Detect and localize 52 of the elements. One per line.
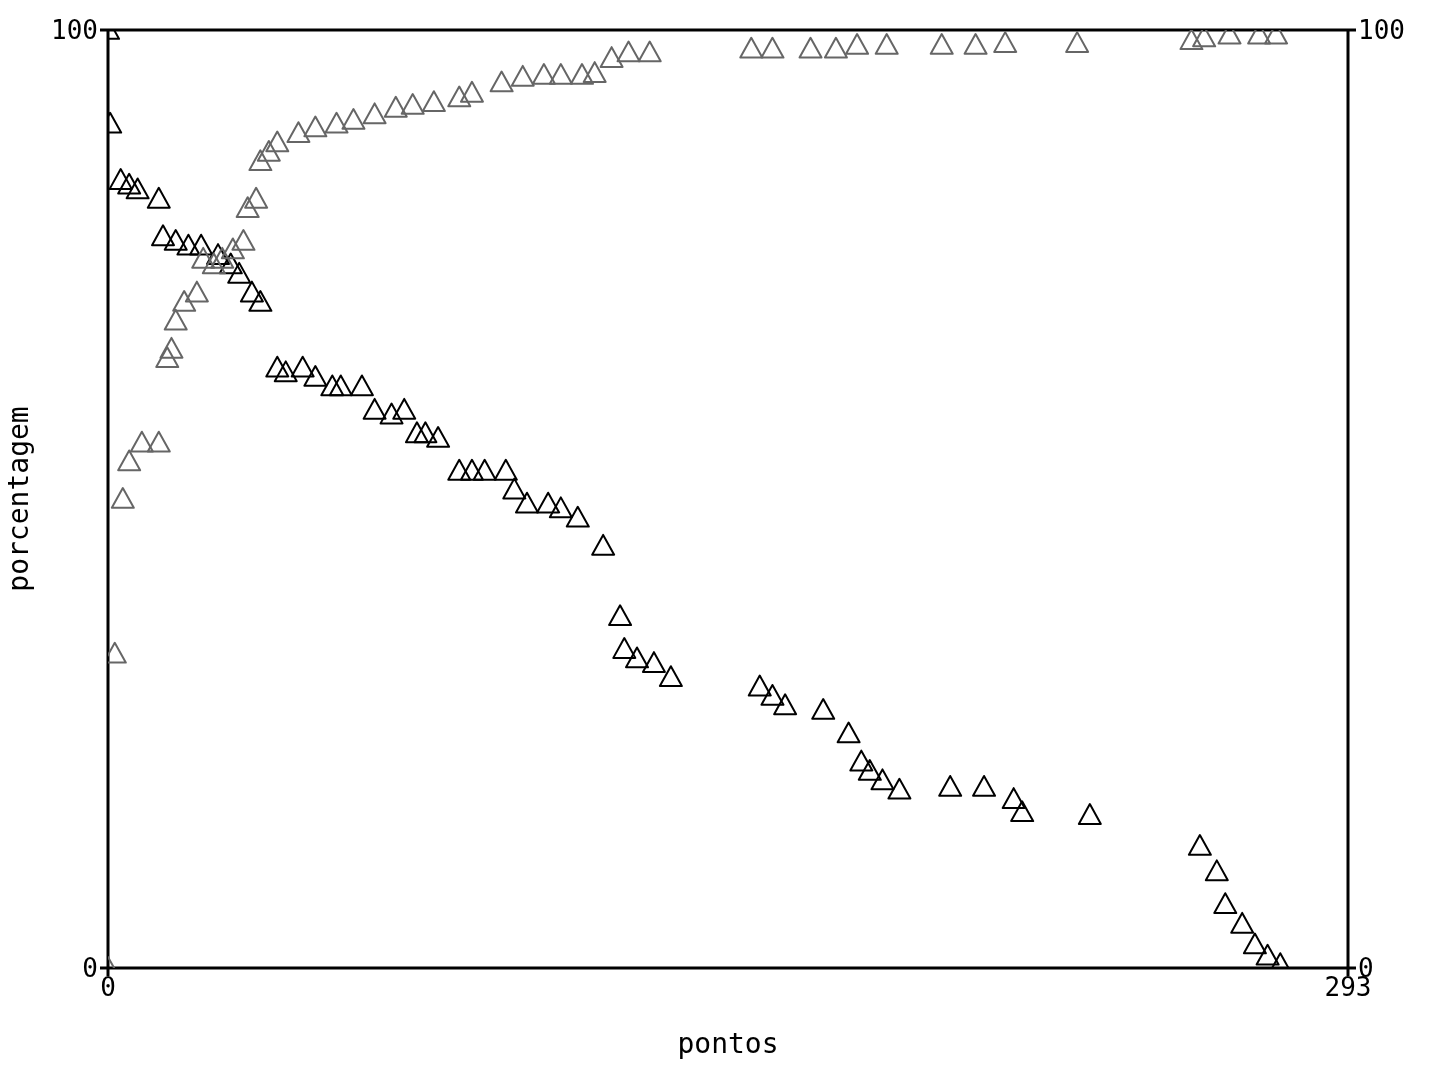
point — [341, 108, 366, 130]
point — [929, 33, 954, 55]
point — [548, 63, 573, 85]
point — [324, 111, 349, 134]
point — [510, 64, 535, 87]
point — [798, 36, 823, 59]
point — [845, 33, 870, 55]
point — [146, 430, 171, 453]
point — [760, 36, 785, 59]
point — [163, 308, 188, 331]
point — [248, 149, 273, 172]
point — [459, 80, 484, 103]
point — [220, 237, 245, 260]
point — [447, 85, 472, 108]
point — [256, 139, 281, 162]
point — [155, 346, 180, 369]
point — [184, 280, 209, 303]
point — [231, 229, 256, 251]
point — [159, 336, 184, 359]
y2-tick-label: 100 — [1358, 15, 1405, 46]
point — [1065, 31, 1090, 53]
point — [616, 40, 641, 63]
y-axis-title: porcentagem — [1, 406, 35, 592]
point — [599, 46, 624, 68]
point — [235, 196, 260, 219]
point — [993, 31, 1018, 53]
point — [874, 33, 899, 55]
point — [637, 40, 662, 63]
point — [582, 61, 607, 83]
point — [531, 63, 556, 85]
point — [110, 487, 135, 509]
point — [172, 290, 197, 312]
point — [823, 36, 848, 59]
point — [963, 33, 988, 55]
point — [400, 93, 425, 115]
point — [191, 246, 216, 269]
point — [489, 70, 514, 93]
point — [117, 449, 142, 472]
x-axis-title: pontos — [677, 1027, 779, 1060]
point — [244, 186, 269, 209]
point — [129, 430, 154, 453]
point — [303, 115, 328, 138]
point — [383, 95, 408, 118]
point — [265, 130, 290, 153]
point — [362, 102, 387, 125]
point — [1179, 30, 1204, 51]
point — [421, 90, 446, 113]
point — [210, 246, 235, 269]
point — [739, 36, 764, 59]
point — [286, 121, 311, 143]
point — [569, 63, 594, 85]
point — [201, 252, 226, 275]
